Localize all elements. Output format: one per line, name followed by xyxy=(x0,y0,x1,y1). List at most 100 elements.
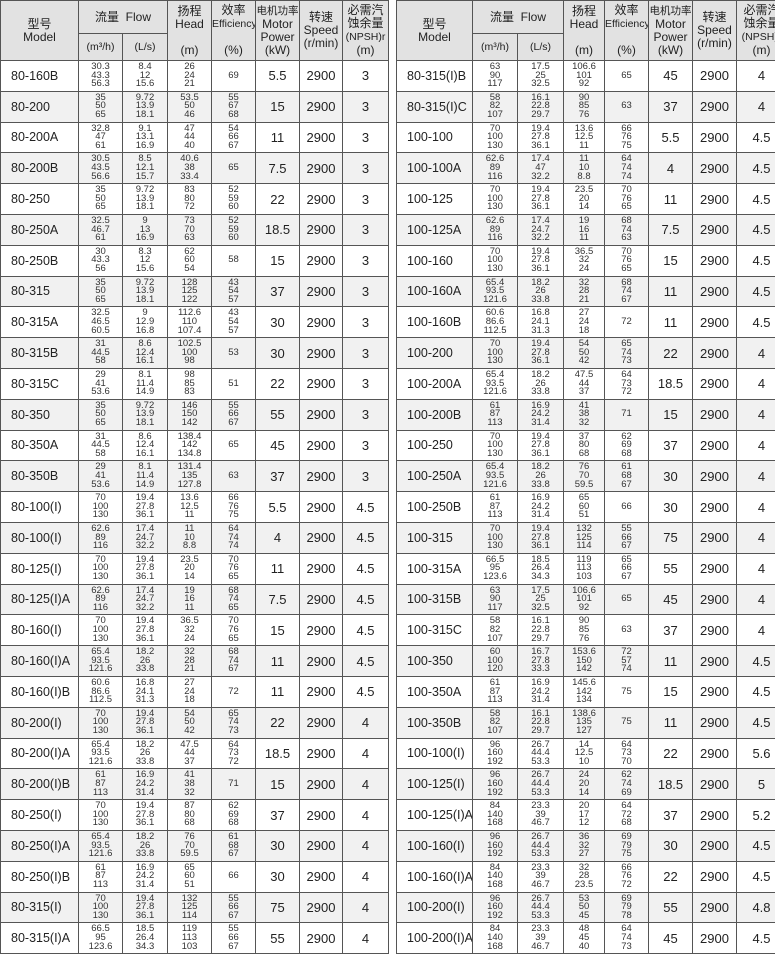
efficiency-value: 73 xyxy=(228,747,239,759)
cell-flow-m3h: 61 87 113 xyxy=(472,491,518,523)
cell-head: 132 125 114 xyxy=(167,891,212,924)
cell-model: 100-160B xyxy=(396,306,473,339)
cell-speed: 2900 xyxy=(299,737,343,770)
cell-npsh: 3 xyxy=(342,275,389,308)
flow-m3h-value: 84 xyxy=(489,800,501,812)
cell-flow-m3h: 96 160 192 xyxy=(472,891,518,924)
head-value: 103 xyxy=(576,570,592,582)
head-value: 12 xyxy=(578,817,590,829)
table-row: 100-200A 65.4 93.5 121.6 18.2 26 33.8 47.5 44 37 6… xyxy=(396,367,775,400)
efficiency-value: 54 xyxy=(228,315,239,327)
efficiency-value: 64 xyxy=(621,800,632,812)
head-value: 12.5 xyxy=(574,131,594,143)
cell-flow-ls: 9.72 13.9 18.1 xyxy=(122,398,168,431)
cell-efficiency: 43 54 57 xyxy=(211,306,256,339)
table-row: 100-350B 58 82 107 16.1 22.8 29.7 138.6 135 127 75… xyxy=(396,706,775,739)
cell-head: 53 50 45 xyxy=(563,891,605,924)
cell-model: 80-315(I)A xyxy=(0,922,79,955)
efficiency-value: 70 xyxy=(621,245,632,257)
cell-flow-ls: 19.4 27.8 36.1 xyxy=(122,799,168,831)
cell-flow-m3h: 61 87 113 xyxy=(472,398,518,431)
cell-head: 26 24 21 xyxy=(167,60,212,92)
cell-flow-ls: 8.3 12 15.6 xyxy=(122,244,168,277)
cell-flow-m3h: 70 100 130 xyxy=(472,521,518,554)
cell-head: 54 50 42 xyxy=(167,706,212,739)
cell-efficiency: 61 68 67 xyxy=(604,460,649,493)
cell-head: 14 12.5 10 xyxy=(563,737,605,770)
efficiency-value: 74 xyxy=(228,716,239,728)
head-value: 127.8 xyxy=(177,478,202,490)
flow-m3h-value: 121.6 xyxy=(88,663,113,675)
cell-efficiency: 64 72 68 xyxy=(604,799,649,831)
cell-model: 100-125 xyxy=(396,183,473,215)
flow-m3h-value: 121.6 xyxy=(483,386,507,398)
flow-ls-value: 19.4 xyxy=(531,245,550,257)
flow-unit-ls: (L/s) xyxy=(134,41,156,53)
cell-model: 80-250B xyxy=(0,244,79,277)
cell-flow-m3h: 96 160 192 xyxy=(472,829,518,862)
head-value: 50 xyxy=(578,901,590,913)
flow-m3h-value: 116 xyxy=(92,601,109,613)
flow-ls-value: 16.1 xyxy=(135,355,155,367)
speed-unit: (r/min) xyxy=(697,36,732,50)
head-value: 122 xyxy=(181,293,198,305)
efficiency-value: 73 xyxy=(621,747,632,759)
flow-ls-value: 26.7 xyxy=(531,769,550,781)
flow-ls-value: 32.2 xyxy=(135,540,155,552)
flow-m3h-value: 43.3 xyxy=(91,69,110,81)
flow-ls-value: 12.9 xyxy=(135,315,155,327)
flow-m3h-value: 62.6 xyxy=(91,584,110,596)
flow-m3h-value: 62.6 xyxy=(485,153,505,165)
flow-ls-value: 16.9 xyxy=(531,399,550,411)
efficiency-value: 65 xyxy=(621,553,632,565)
flow-m3h-value: 70 xyxy=(489,338,501,350)
flow-ls-value: 34.3 xyxy=(135,940,155,952)
header-flow-m3h: (m³/h) xyxy=(472,33,518,61)
cell-flow-m3h: 35 50 65 xyxy=(78,398,123,431)
efficiency-value: 65 xyxy=(228,439,239,451)
flow-ls-value: 31.4 xyxy=(135,878,155,890)
cell-flow-ls: 19.4 27.8 36.1 xyxy=(122,552,168,585)
table-row: 80-315(I) 70 100 130 19.4 27.8 36.1 132 125 114 55… xyxy=(0,891,389,924)
head-value: 132 xyxy=(576,522,592,534)
flow-ls-value: 14.9 xyxy=(135,478,155,490)
flow-ls-value: 31.4 xyxy=(531,416,550,428)
flow-ls-value: 24.2 xyxy=(531,408,550,420)
flow-ls-value: 26 xyxy=(139,747,151,759)
cell-npsh: 4 xyxy=(342,922,389,955)
cell-efficiency: 55 67 68 xyxy=(211,90,256,123)
cell-flow-ls: 9.72 13.9 18.1 xyxy=(122,90,168,123)
cell-flow-m3h: 30.3 43.3 56.3 xyxy=(78,60,123,92)
head-value: 106.6 xyxy=(572,61,596,72)
table-row: 80-200B 30.5 43.5 56.6 8.5 12.1 15.7 40.6 38 33.4… xyxy=(0,152,389,185)
efficiency-value: 75 xyxy=(228,509,239,521)
cell-npsh: 4 xyxy=(342,829,389,862)
cell-motor-power: 37 xyxy=(255,275,300,308)
head-value: 18 xyxy=(578,324,590,336)
table-row: 80-125(I)A 62.6 89 116 17.4 24.7 32.2 19 16 11 68 7… xyxy=(0,583,389,616)
head-value: 24 xyxy=(578,769,590,781)
cell-model: 80-200(I)B xyxy=(0,768,79,801)
cell-flow-ls: 19.4 27.8 36.1 xyxy=(517,521,564,554)
head-value: 38 xyxy=(184,777,195,789)
flow-m3h-value: 130 xyxy=(92,509,109,521)
header-motor-power: 电机功率 Motor Power (kW) xyxy=(255,0,300,61)
cell-model: 80-200 xyxy=(0,90,79,123)
cell-npsh: 4.5 xyxy=(736,244,775,277)
head-value: 98 xyxy=(184,355,195,367)
cell-speed: 2900 xyxy=(692,583,737,616)
flow-m3h-value: 95 xyxy=(489,562,501,574)
cell-head: 32 28 21 xyxy=(167,645,212,677)
cell-head: 138.4 142 134.8 xyxy=(167,429,212,462)
flow-m3h-value: 121.6 xyxy=(483,293,507,305)
flow-ls-value: 25 xyxy=(535,593,546,605)
flow-m3h-value: 41 xyxy=(95,377,106,389)
flow-m3h-value: 29 xyxy=(95,461,106,473)
efficiency-value: 65 xyxy=(228,570,239,582)
cell-model: 100-200B xyxy=(396,398,473,431)
flow-m3h-value: 32.5 xyxy=(91,214,110,226)
cell-head: 41 38 32 xyxy=(563,398,605,431)
flow-m3h-value: 123.6 xyxy=(483,570,507,582)
efficiency-value: 68 xyxy=(228,646,239,658)
cell-speed: 2900 xyxy=(692,337,737,369)
